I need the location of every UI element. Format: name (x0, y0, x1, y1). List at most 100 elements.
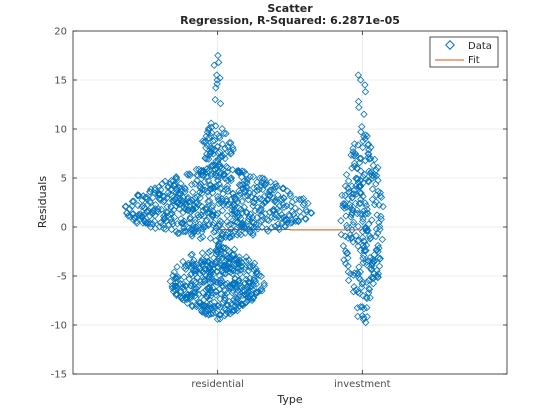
data-point (249, 229, 257, 237)
data-point (166, 185, 175, 194)
data-point (213, 76, 221, 84)
data-point (183, 291, 192, 299)
data-point (373, 211, 381, 219)
data-point (212, 122, 220, 130)
data-point (173, 229, 182, 238)
data-point (341, 182, 350, 190)
data-point (176, 199, 185, 208)
data-point (342, 260, 350, 268)
data-point (204, 197, 212, 206)
data-point (141, 219, 150, 227)
data-point (280, 194, 288, 203)
data-point (224, 176, 232, 184)
data-point (134, 191, 142, 200)
data-point (192, 165, 201, 174)
data-point (243, 296, 252, 305)
data-point (202, 206, 210, 214)
data-point (262, 178, 270, 187)
data-point (364, 177, 372, 185)
data-point (221, 294, 229, 302)
data-point (253, 178, 261, 186)
data-point (343, 249, 352, 257)
data-point (357, 154, 365, 163)
data-point (204, 258, 212, 266)
data-point (222, 195, 231, 203)
data-point (208, 129, 216, 137)
data-point (242, 208, 250, 216)
data-point (359, 254, 367, 263)
data-point (266, 208, 274, 216)
data-point (216, 261, 225, 269)
data-point (164, 183, 172, 192)
data-point (234, 276, 243, 285)
data-point (235, 302, 244, 310)
data-point (211, 95, 219, 104)
data-point (219, 172, 228, 180)
data-point (192, 199, 200, 207)
data-point (206, 148, 215, 156)
data-point (220, 129, 228, 138)
data-point (151, 201, 160, 209)
data-point (204, 257, 212, 265)
data-point (344, 276, 353, 285)
data-point (265, 216, 273, 225)
data-point (249, 281, 258, 289)
data-point (228, 308, 237, 316)
data-point (242, 209, 251, 217)
data-point (213, 143, 222, 151)
data-point (372, 232, 380, 241)
data-point (198, 233, 207, 241)
data-point (372, 198, 380, 206)
data-point (364, 150, 372, 158)
data-point (239, 219, 247, 228)
data-point (356, 182, 365, 191)
data-point (216, 153, 225, 162)
data-point (368, 171, 376, 180)
data-point (212, 257, 221, 266)
data-point (295, 195, 303, 204)
data-point (226, 310, 234, 318)
data-point (215, 58, 223, 67)
data-point (230, 295, 238, 303)
data-point (337, 217, 345, 225)
data-point (168, 282, 176, 290)
data-point (186, 171, 194, 179)
data-point (217, 183, 225, 192)
data-point (237, 300, 246, 308)
data-point (245, 266, 253, 275)
data-point (129, 210, 137, 218)
data-point (361, 199, 369, 207)
data-point (207, 161, 216, 170)
data-point (348, 182, 356, 190)
data-point (214, 263, 222, 271)
data-point (199, 172, 208, 180)
data-point (274, 220, 282, 228)
data-point (183, 299, 192, 307)
data-point (172, 186, 181, 194)
data-point (200, 308, 208, 316)
data-point (354, 312, 362, 321)
data-point (235, 187, 243, 195)
data-point (190, 201, 198, 210)
data-point (363, 303, 371, 312)
data-point (254, 288, 263, 296)
data-point (209, 278, 217, 286)
data-point (193, 198, 201, 207)
data-point (288, 216, 296, 224)
data-point (189, 277, 198, 285)
data-point (239, 221, 248, 229)
data-point (198, 137, 207, 145)
data-point (170, 282, 179, 290)
data-point (143, 207, 151, 215)
data-point (350, 283, 358, 291)
data-point (134, 191, 142, 199)
data-point (355, 103, 363, 112)
data-point (340, 201, 349, 210)
data-point (341, 232, 349, 240)
data-point (209, 137, 217, 145)
data-point (278, 210, 286, 219)
data-point (186, 215, 194, 223)
data-point (223, 168, 232, 176)
data-point (160, 192, 168, 201)
data-point (220, 150, 229, 159)
